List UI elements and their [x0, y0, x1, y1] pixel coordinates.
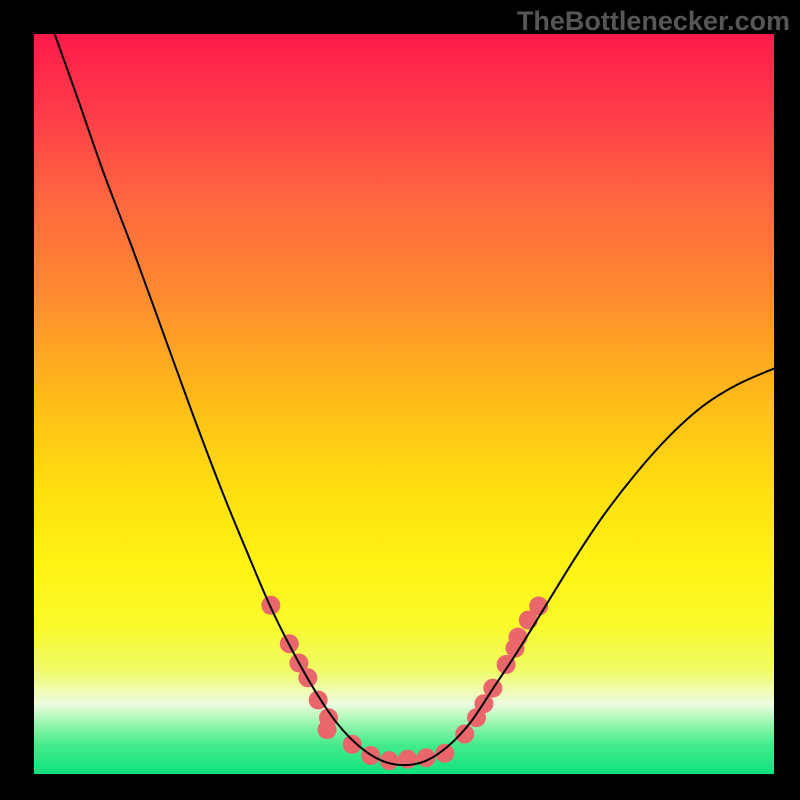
- bottleneck-curve: [55, 34, 774, 765]
- scatter-marker: [343, 735, 362, 754]
- chart-overlay: [34, 34, 774, 774]
- scatter-marker: [455, 725, 474, 744]
- scatter-marker: [318, 720, 337, 739]
- watermark-label: TheBottlenecker.com: [517, 6, 790, 37]
- scatter-marker: [508, 628, 527, 647]
- chart-frame: TheBottlenecker.com: [0, 0, 800, 800]
- plot-area: [34, 34, 774, 774]
